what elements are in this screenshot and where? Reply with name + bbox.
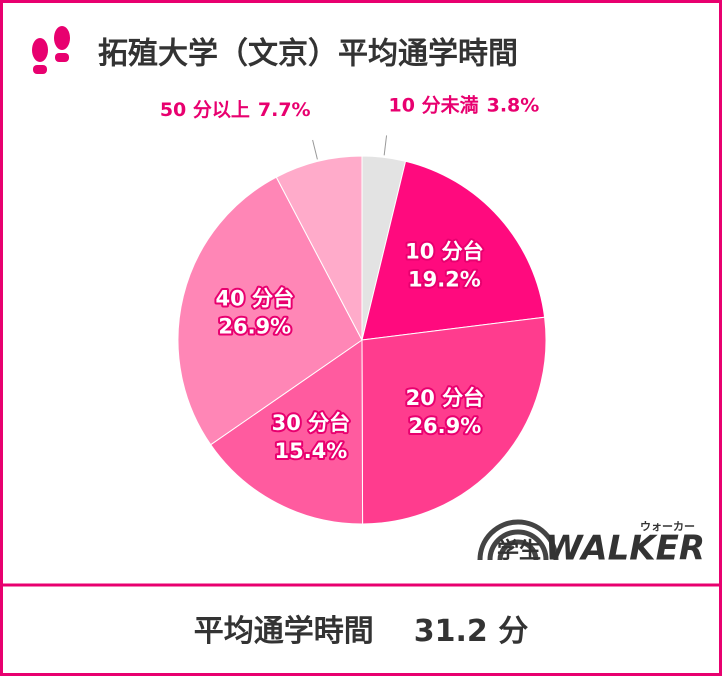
- chart-title: 拓殖大学（文京）平均通学時間: [98, 37, 518, 72]
- value-label: 7.7%: [258, 99, 311, 121]
- category-label: 30 分台: [272, 411, 351, 435]
- logo-prefix: 学生: [497, 538, 541, 564]
- pie-slice: [361, 160, 546, 341]
- value-label: 19.2%: [408, 268, 481, 292]
- category-label: 10 分台: [405, 240, 484, 264]
- value-label: 26.9%: [408, 414, 481, 438]
- pie-slice: [361, 316, 547, 525]
- category-label: 50 分以上: [160, 99, 250, 121]
- footer-value: 31.2 分: [414, 614, 528, 649]
- logo: 学生 WALKER ウォーカー: [477, 519, 705, 569]
- footprints-icon: [32, 26, 70, 74]
- footer-label: 平均通学時間: [194, 614, 374, 649]
- pie-slice: [210, 339, 364, 525]
- slice-label: 50 分以上 7.7%: [160, 99, 311, 121]
- footer: 平均通学時間 31.2 分: [194, 614, 528, 649]
- logo-brand: WALKER: [545, 529, 705, 569]
- value-label: 26.9%: [218, 315, 291, 339]
- value-label: 15.4%: [274, 439, 347, 463]
- category-label: 20 分台: [406, 386, 485, 410]
- category-label: 40 分台: [216, 287, 295, 311]
- logo-ruby: ウォーカー: [640, 520, 695, 533]
- pie: 10 分未満 3.8% 10 分台 19.2% 20 分台 26.9% 30 分台 15.4%…: [160, 93, 547, 525]
- leader-line: [312, 139, 318, 160]
- value-label: 3.8%: [487, 94, 540, 116]
- pie-slice: [275, 155, 363, 341]
- leader-line: [383, 135, 388, 156]
- slice-label: 10 分未満 3.8%: [389, 93, 540, 116]
- category-label: 10 分未満: [389, 93, 479, 116]
- pie-slice: [177, 176, 363, 446]
